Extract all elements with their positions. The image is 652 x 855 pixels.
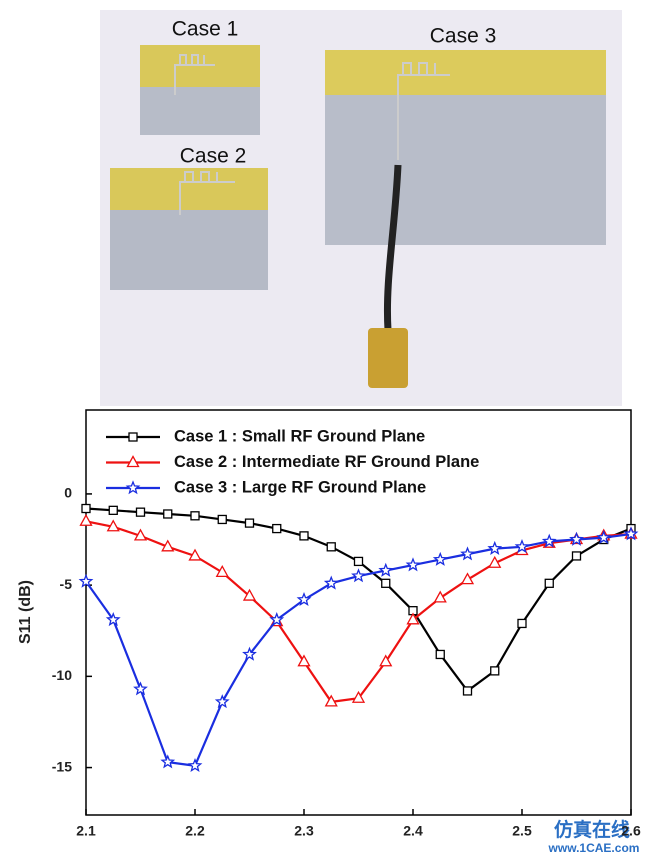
marker: [488, 555, 502, 568]
x-tick-label: 2.1: [76, 823, 96, 839]
marker: [106, 519, 120, 532]
marker: [433, 590, 447, 603]
marker: [462, 686, 473, 696]
marker: [351, 568, 366, 583]
marker: [299, 531, 309, 541]
y-axis-label: S11 (dB): [17, 580, 34, 644]
antenna-trace: [397, 62, 450, 160]
marker: [133, 681, 148, 696]
marker: [160, 754, 176, 769]
marker: [596, 529, 612, 544]
board-substrate: [325, 50, 606, 95]
marker: [78, 573, 94, 588]
cable: [383, 164, 402, 331]
marker: [190, 511, 200, 521]
marker: [326, 542, 336, 552]
y-tick-label: 0: [64, 485, 72, 501]
marker: [460, 572, 475, 585]
marker: [105, 612, 121, 627]
marker: [490, 666, 500, 676]
x-tick-label: 2.4: [403, 823, 423, 839]
watermark-url: www.1CAE.com: [548, 841, 640, 855]
legend-label: Case 3 : Large RF Ground Plane: [174, 478, 426, 496]
y-tick-label: -15: [52, 758, 72, 774]
x-tick-label: 2.3: [294, 823, 314, 839]
marker: [188, 548, 202, 561]
board-substrate: [110, 168, 268, 210]
marker: [79, 513, 93, 526]
marker: [269, 612, 285, 627]
marker: [323, 575, 339, 590]
photo: Case 1 Case 2 Case 3: [100, 10, 622, 406]
marker: [217, 514, 227, 525]
board-ground: [110, 210, 268, 290]
marker: [541, 533, 557, 548]
legend-label: Case 1 : Small RF Ground Plane: [174, 427, 425, 445]
marker: [381, 578, 391, 588]
legend-marker: [128, 432, 138, 442]
connector: [368, 328, 408, 388]
x-tick-label: 2.2: [185, 823, 205, 839]
marker: [460, 546, 475, 561]
marker: [569, 531, 584, 546]
marker: [544, 578, 554, 588]
marker: [351, 690, 366, 703]
y-tick-label: -10: [52, 667, 72, 683]
legend-marker: [126, 455, 140, 468]
marker: [244, 518, 255, 528]
legend-marker: [125, 480, 141, 495]
photo-label: Case 2: [180, 145, 247, 168]
marker: [571, 551, 582, 561]
antenna-trace: [174, 54, 215, 95]
marker: [242, 588, 257, 601]
marker: [272, 523, 282, 534]
marker: [432, 551, 448, 566]
marker: [297, 654, 311, 667]
marker: [133, 528, 148, 541]
antenna-trace: [179, 171, 235, 215]
photo-label: Case 1: [172, 18, 239, 41]
marker: [214, 694, 230, 709]
marker: [163, 509, 173, 519]
marker: [487, 540, 503, 555]
board-ground: [140, 87, 260, 135]
marker: [405, 557, 421, 572]
marker: [215, 565, 229, 578]
watermark-title: 仿真在线: [554, 818, 630, 841]
marker: [435, 649, 445, 660]
marker: [187, 757, 203, 773]
marker: [378, 562, 394, 577]
legend-label: Case 2 : Intermediate RF Ground Plane: [174, 453, 479, 471]
marker: [135, 507, 146, 517]
marker: [379, 654, 393, 667]
marker: [514, 539, 530, 554]
marker: [242, 646, 257, 661]
marker: [623, 526, 639, 541]
photo-label: Case 3: [430, 25, 497, 48]
marker: [517, 618, 527, 629]
marker: [406, 612, 420, 625]
marker: [81, 503, 91, 514]
marker: [108, 505, 118, 515]
marker: [161, 539, 175, 552]
y-tick-label: -5: [60, 576, 73, 592]
plot-frame: [85, 409, 632, 816]
marker: [324, 694, 338, 707]
x-tick-label: 2.6: [621, 823, 641, 839]
marker: [353, 556, 364, 567]
x-tick-label: 2.5: [512, 823, 532, 839]
marker: [296, 591, 312, 607]
board-ground: [325, 95, 606, 245]
